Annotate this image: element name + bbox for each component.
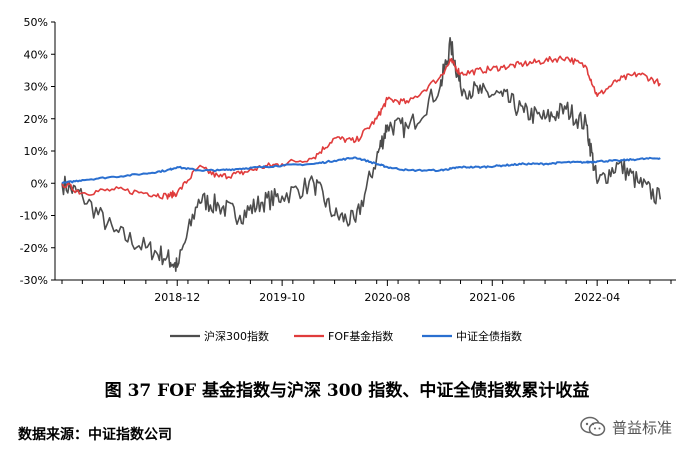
y-tick-label: -20%: [20, 242, 48, 255]
y-tick-label: -30%: [20, 274, 48, 287]
y-tick-label: 30%: [24, 81, 48, 94]
wechat-icon: [580, 416, 606, 436]
x-tick-label: 2019-10: [259, 291, 305, 304]
series-group: [61, 37, 662, 272]
y-tick-label: 40%: [24, 48, 48, 61]
series-line-3: [61, 156, 661, 185]
x-tick-label: 2018-12: [154, 291, 200, 304]
legend-label: FOF基金指数: [328, 329, 393, 343]
y-tick-label: 0%: [31, 177, 48, 190]
watermark: 普益标准: [580, 416, 672, 438]
series-line-2: [61, 55, 661, 200]
x-tick-label: 2022-04: [574, 291, 620, 304]
x-tick-label: 2021-06: [469, 291, 515, 304]
source-note: 数据来源：中证指数公司: [18, 427, 172, 443]
y-tick-label: 50%: [24, 16, 48, 29]
x-tick-label: 2020-08: [364, 291, 410, 304]
y-tick-label: -10%: [20, 210, 48, 223]
y-tick-label: 20%: [24, 113, 48, 126]
series-line-1: [61, 37, 662, 272]
y-tick-label: 10%: [24, 145, 48, 158]
axes: 50% 40% 30% 20% 10% 0% -10% -20% -30% 2018-12 2019…: [20, 16, 676, 304]
figure-caption: 图 37 FOF 基金指数与沪深 300 指数、中证全债指数累计收益: [104, 381, 590, 401]
watermark-text: 普益标准: [611, 418, 672, 437]
legend: 沪深300指数 FOF基金指数 中证全债指数: [170, 329, 522, 343]
line-chart: 50% 40% 30% 20% 10% 0% -10% -20% -30% 2018-12 2019…: [20, 16, 676, 343]
legend-label: 沪深300指数: [204, 329, 269, 343]
legend-label: 中证全债指数: [456, 329, 522, 343]
